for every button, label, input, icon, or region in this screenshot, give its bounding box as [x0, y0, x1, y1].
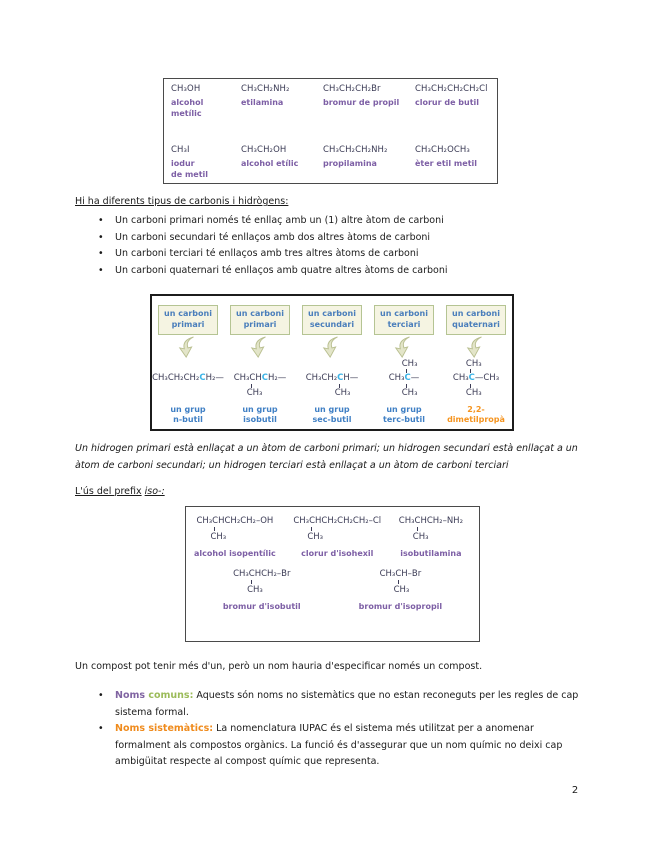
iso-prefix-heading: L'ús del prefix iso-:	[75, 486, 165, 497]
down-arrow-icon	[178, 336, 194, 358]
compound-name: bromur d'isobutil	[222, 602, 301, 611]
bond-line	[469, 383, 471, 388]
chemical-formula: CH₃CH₂NH₂	[241, 84, 290, 94]
bond-line	[405, 368, 407, 373]
structural-formula: CH₃CHCH₂CH₂–OH CH₃ alcohol isopentílic	[194, 516, 276, 558]
bond-line	[250, 383, 252, 388]
compound-name: etilamina	[241, 98, 284, 107]
diagram-column: un carboni terciari CH₃ CH₃C— CH₃ un gru…	[368, 296, 440, 429]
diagram-column: un carboni primari CH₃CH₂CH₂CH₂— un grup…	[152, 296, 224, 429]
down-arrow-icon	[250, 336, 266, 358]
structural-formula: CH₃CH–Br CH₃ bromur d'isopropil	[358, 569, 443, 611]
compound-name: bromur d'isopropil	[358, 602, 443, 611]
structural-formula: CH₃CHCH₂–Br CH₃ bromur d'isobutil	[222, 569, 301, 611]
bond-line	[338, 383, 340, 388]
highlighted-carbon: C	[261, 372, 268, 383]
carbon-type-label: un carboni primari	[158, 305, 218, 335]
carbon-type-label: un carboni terciari	[374, 305, 434, 335]
page-number: 2	[571, 785, 579, 796]
comuns-label: comuns:	[145, 690, 194, 701]
structural-formula: CH₃ CH₃C— CH₃	[388, 358, 420, 398]
sistematics-label: Noms sistemàtics:	[115, 723, 214, 734]
down-arrow-icon	[466, 336, 482, 358]
chemical-formula: CH₃CH₂CH₂Br	[323, 84, 381, 94]
structural-formula: CH₃CHCH₂CH₂CH₂–Cl CH₃ clorur d'isohexil	[293, 516, 382, 558]
naming-systems-list: Noms comuns: Aquests són noms no sistemà…	[98, 688, 588, 771]
bond-line	[397, 580, 399, 584]
bond-line	[251, 580, 253, 584]
compound-name: alcohol metílic	[171, 98, 204, 118]
carbon-type-label: un carboni quaternari	[446, 305, 506, 335]
carbon-type-label: un carboni secundari	[302, 305, 362, 335]
bond-line	[405, 383, 407, 388]
group-name-label: 2,2-dimetilpropà	[447, 404, 505, 424]
chemical-formula: CH₃CH₂OH	[241, 145, 287, 155]
list-item: Noms comuns: Aquests són noms no sistemà…	[98, 688, 588, 721]
compound-cell: CH₃CH₂CH₂CH₂Cl clorur de butil	[408, 79, 495, 136]
structural-formula: CH₃CH₂CH₂CH₂—	[152, 372, 224, 383]
structural-formula: CH₃CHCH₂–NH₂ CH₃ isobutilamina	[398, 516, 463, 558]
structural-formula: CH₃ CH₃C—CH₃ CH₃	[452, 358, 500, 398]
bond-line	[214, 527, 216, 531]
compound-cell: CH₃OH alcohol metílic	[164, 79, 234, 136]
common-names-text: Aquests són noms no sistemàtics que no e…	[115, 690, 579, 718]
compound-name: alcohol etílic	[241, 159, 299, 168]
down-arrow-icon	[394, 336, 410, 358]
diagram-column: un carboni primari CH₃CHCH₂— CH₃ un grup…	[224, 296, 296, 429]
carbon-type-label: un carboni primari	[230, 305, 290, 335]
iso-compounds-box: CH₃CHCH₂CH₂–OH CH₃ alcohol isopentílic C…	[185, 506, 480, 642]
group-name-label: un grup n-butil	[170, 404, 206, 424]
simple-compounds-box: CH₃OH alcohol metílic CH₃CH₂NH₂ etilamin…	[163, 78, 498, 184]
bond-line	[311, 527, 313, 531]
bond-line	[416, 527, 418, 531]
down-arrow-icon	[322, 336, 338, 358]
chemical-formula: CH₃CH₂OCH₃	[415, 145, 470, 155]
diagram-column: un carboni secundari CH₃CH₂CH— CH₃ un gr…	[296, 296, 368, 429]
list-item: Un carboni terciari té enllaços amb tres…	[98, 246, 595, 263]
list-item: Un carboni secundari té enllaços amb dos…	[98, 230, 595, 247]
group-name-label: un grup terc-butil	[383, 404, 425, 424]
compound-name: clorur d'isohexil	[301, 549, 374, 558]
compound-cell: CH₃CH₂OCH₃ èter etil metil	[408, 136, 495, 183]
highlighted-carbon: C	[199, 372, 206, 383]
compound-name: clorur de butil	[415, 98, 480, 107]
bond-line	[469, 368, 471, 373]
carbon-types-heading: Hi ha diferents tipus de carbonis i hidr…	[75, 196, 289, 207]
compound-name: alcohol isopentílic	[194, 549, 276, 558]
compound-cell: CH₃I iodur de metil	[164, 136, 234, 183]
highlighted-carbon: C	[337, 372, 344, 383]
chemical-formula: CH₃I	[171, 145, 190, 155]
compound-cell: CH₃CH₂OH alcohol etílic	[234, 136, 316, 183]
chemical-formula: CH₃CH₂CH₂CH₂Cl	[415, 84, 488, 94]
highlighted-carbon: C	[468, 372, 475, 383]
compound-cell: CH₃CH₂CH₂Br bromur de propil	[316, 79, 408, 136]
list-item: Un carboni quaternari té enllaços amb qu…	[98, 263, 595, 280]
compound-name: isobutilamina	[400, 549, 462, 558]
chemical-formula: CH₃OH	[171, 84, 201, 94]
compound-name: bromur de propil	[323, 98, 400, 107]
structural-formula: CH₃CHCH₂— CH₃	[233, 372, 287, 398]
compound-name: iodur de metil	[171, 159, 209, 179]
group-name-label: un grup sec-butil	[312, 404, 352, 424]
chemical-formula: CH₃CH₂CH₂NH₂	[323, 145, 388, 155]
list-item: Noms sistemàtics: La nomenclatura IUPAC …	[98, 721, 588, 771]
hydrogen-types-paragraph: Un hidrogen primari està enllaçat a un à…	[75, 443, 578, 471]
compound-naming-paragraph: Un compost pot tenir més d'un, però un n…	[75, 661, 483, 672]
compound-cell: CH₃CH₂NH₂ etilamina	[234, 79, 316, 136]
carbon-types-list: Un carboni primari només té enllaç amb u…	[98, 213, 595, 280]
highlighted-carbon: C	[404, 372, 411, 383]
compound-name: propilamina	[323, 159, 377, 168]
diagram-column: un carboni quaternari CH₃ CH₃C—CH₃ CH₃ 2…	[440, 296, 512, 429]
group-name-label: un grup isobutil	[242, 404, 278, 424]
compound-cell: CH₃CH₂CH₂NH₂ propilamina	[316, 136, 408, 183]
list-item: Un carboni primari només té enllaç amb u…	[98, 213, 595, 230]
systematic-names-text: La nomenclatura IUPAC és el sistema més …	[115, 723, 563, 767]
carbon-classification-box: un carboni primari CH₃CH₂CH₂CH₂— un grup…	[150, 294, 514, 431]
compound-name: èter etil metil	[415, 159, 477, 168]
noms-label: Noms	[115, 690, 146, 701]
structural-formula: CH₃CH₂CH— CH₃	[305, 372, 359, 398]
